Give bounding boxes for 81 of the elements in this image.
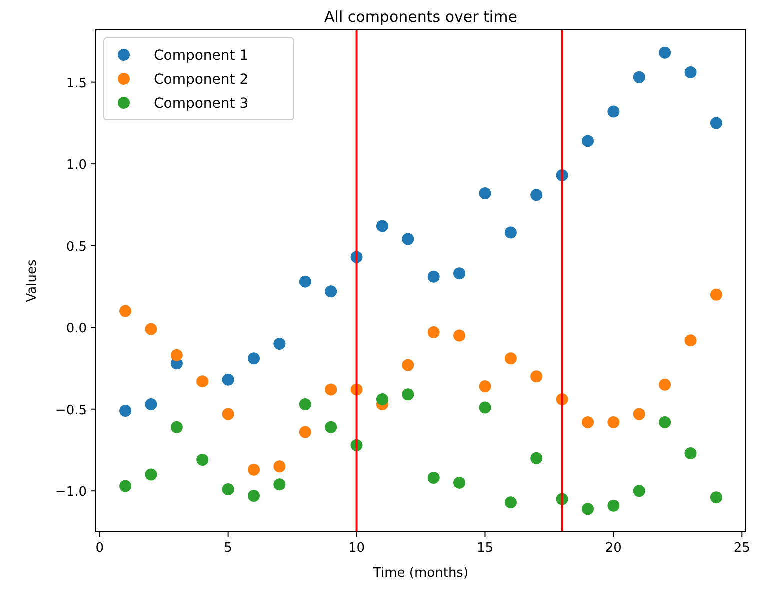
point <box>145 323 158 336</box>
point <box>582 135 594 148</box>
y-tick-label: 1.5 <box>66 76 87 92</box>
point <box>325 421 338 434</box>
x-tick-label: 5 <box>224 541 232 556</box>
point <box>402 359 414 372</box>
point <box>222 408 234 420</box>
point <box>659 46 672 59</box>
point <box>659 416 672 428</box>
point <box>530 452 543 464</box>
point <box>684 334 697 347</box>
point <box>248 352 260 365</box>
point <box>479 188 492 200</box>
point <box>170 421 183 434</box>
point <box>479 402 492 414</box>
point <box>608 106 620 118</box>
legend-label: Component 3 <box>154 96 249 112</box>
point <box>145 468 158 481</box>
point <box>120 305 132 318</box>
point <box>582 503 594 516</box>
point <box>454 476 466 489</box>
x-tick-label: 0 <box>96 541 104 556</box>
point <box>454 330 466 342</box>
point <box>145 398 158 410</box>
point <box>428 472 440 484</box>
point <box>376 394 388 406</box>
point <box>402 388 414 401</box>
point <box>170 349 183 362</box>
point <box>684 66 697 79</box>
point <box>196 376 209 388</box>
point <box>633 408 646 420</box>
point <box>376 220 388 232</box>
y-tick-label: −1.0 <box>55 485 87 500</box>
point <box>196 454 209 466</box>
point <box>479 380 492 392</box>
point <box>530 189 543 202</box>
point <box>274 478 286 491</box>
point <box>504 352 517 365</box>
legend-label: Component 1 <box>154 48 249 64</box>
point <box>504 496 517 509</box>
point <box>530 370 543 383</box>
point <box>222 374 234 386</box>
y-tick-label: 0.5 <box>66 240 87 255</box>
point <box>633 71 646 84</box>
x-tick-label: 25 <box>734 541 750 556</box>
y-tick-label: −0.5 <box>55 403 87 418</box>
point <box>248 464 260 476</box>
x-tick-label: 20 <box>605 541 622 556</box>
point <box>274 460 286 473</box>
point <box>120 480 132 492</box>
point <box>120 404 132 417</box>
point <box>504 226 517 239</box>
point <box>454 268 466 280</box>
y-axis-title: Values <box>25 260 40 302</box>
x-tick-label: 15 <box>476 541 494 556</box>
point <box>402 233 414 246</box>
point <box>428 326 440 339</box>
point <box>608 416 620 428</box>
point <box>325 286 338 298</box>
legend-label: Component 2 <box>154 72 249 88</box>
point <box>325 384 338 396</box>
point <box>222 483 234 496</box>
chart-title: All components over time <box>324 8 518 26</box>
point <box>633 485 646 498</box>
point <box>299 426 312 438</box>
point <box>710 288 722 301</box>
point <box>710 117 722 130</box>
x-axis-title: Time (months) <box>372 566 469 581</box>
y-tick-label: 1.0 <box>66 158 87 174</box>
point <box>428 270 440 283</box>
point <box>710 492 722 504</box>
point <box>659 378 672 391</box>
point <box>274 338 286 350</box>
point <box>248 490 260 502</box>
point <box>582 416 594 428</box>
point <box>299 398 312 410</box>
point <box>684 448 697 460</box>
y-tick-label: 0.0 <box>66 322 87 337</box>
point <box>608 500 620 512</box>
point <box>299 276 312 288</box>
x-tick-label: 10 <box>348 541 366 556</box>
